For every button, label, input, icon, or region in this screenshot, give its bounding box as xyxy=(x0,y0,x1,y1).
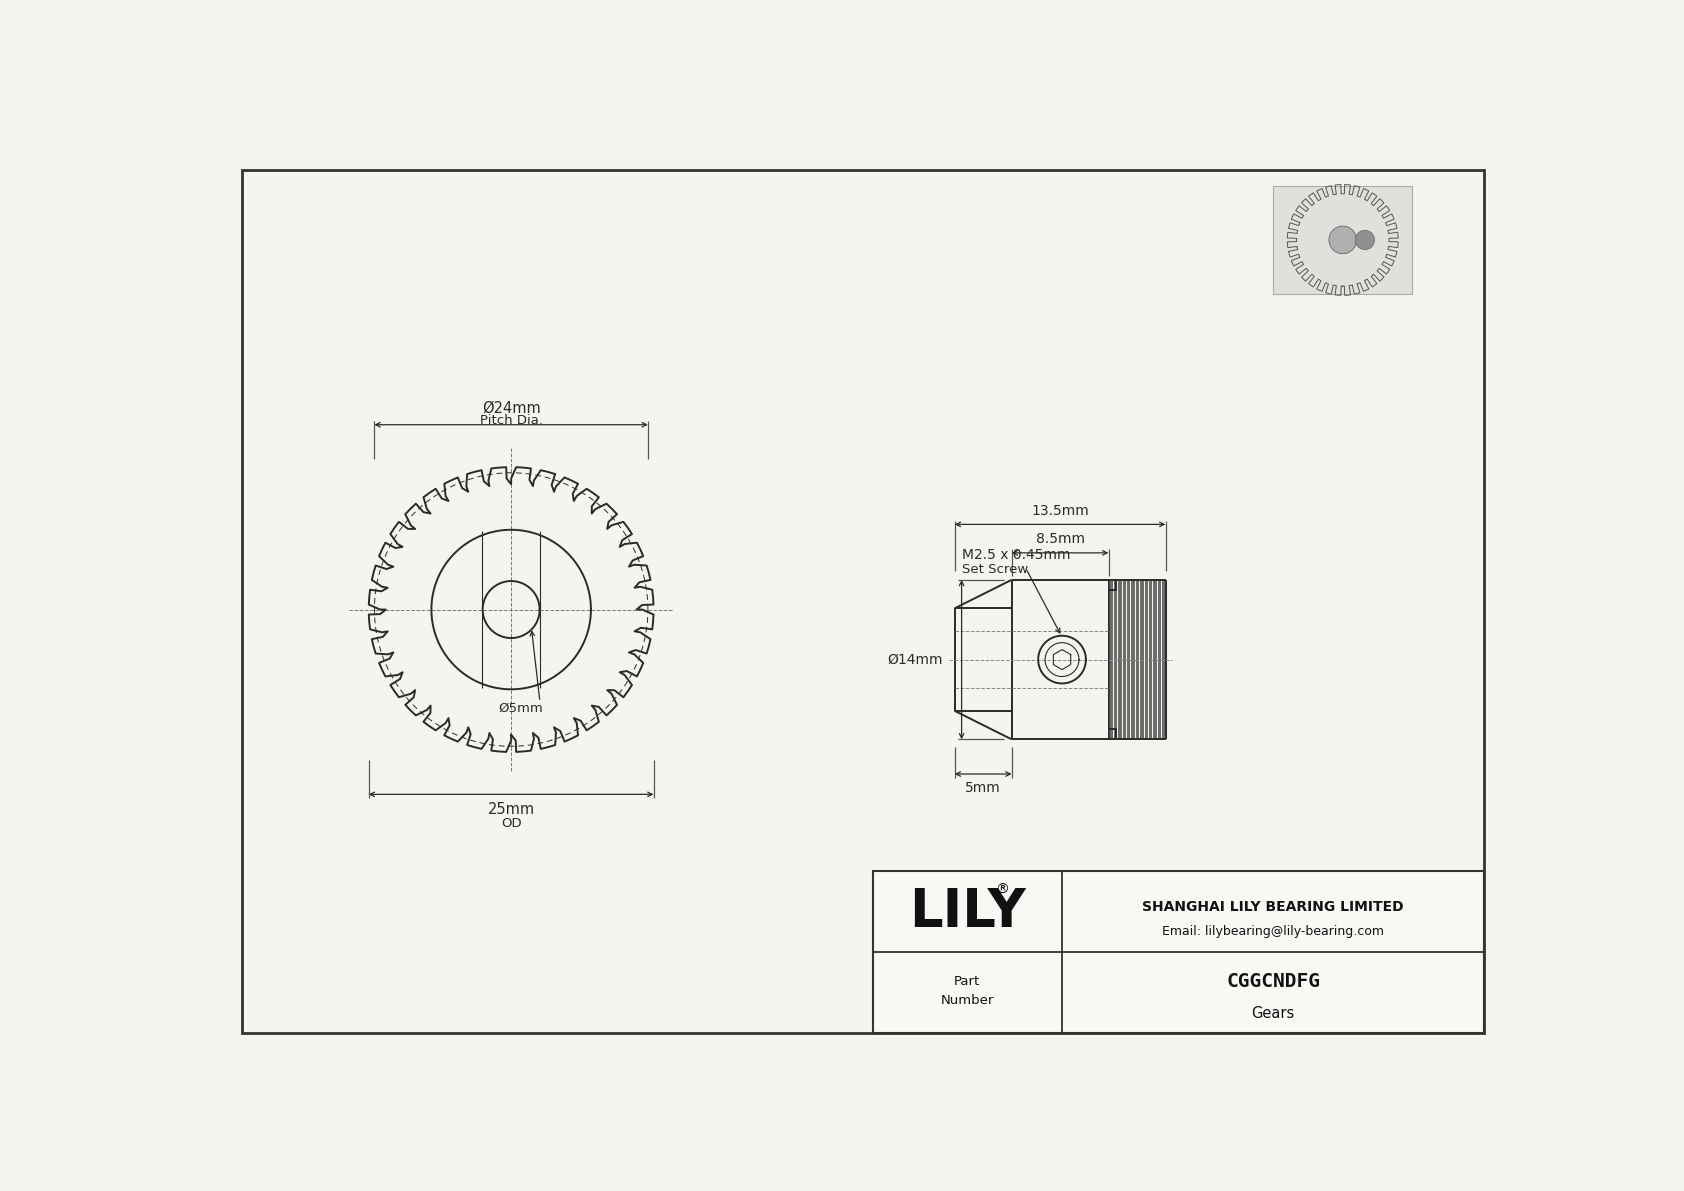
Text: Set Screw: Set Screw xyxy=(962,562,1027,575)
Text: 13.5mm: 13.5mm xyxy=(1031,504,1090,518)
Text: CGGCNDFG: CGGCNDFG xyxy=(1226,972,1320,991)
Text: Ø5mm: Ø5mm xyxy=(498,701,542,715)
Text: LILY: LILY xyxy=(909,886,1026,937)
Text: 25mm: 25mm xyxy=(488,803,536,817)
Text: Email: lilybearing@lily-bearing.com: Email: lilybearing@lily-bearing.com xyxy=(1162,924,1384,937)
Text: Ø14mm: Ø14mm xyxy=(887,653,943,667)
Text: Gears: Gears xyxy=(1251,1006,1295,1021)
Circle shape xyxy=(1356,230,1374,250)
Text: 5mm: 5mm xyxy=(965,781,1000,794)
Bar xyxy=(1273,186,1413,294)
Circle shape xyxy=(1329,226,1357,254)
Text: Ø24mm: Ø24mm xyxy=(482,400,541,416)
Text: Part
Number: Part Number xyxy=(940,975,994,1008)
Text: OD: OD xyxy=(500,817,522,830)
Text: ®: ® xyxy=(995,884,1009,897)
Text: SHANGHAI LILY BEARING LIMITED: SHANGHAI LILY BEARING LIMITED xyxy=(1142,900,1404,913)
Text: Pitch Dia.: Pitch Dia. xyxy=(480,414,542,428)
Text: M2.5 x 0.45mm: M2.5 x 0.45mm xyxy=(962,548,1069,562)
Bar xyxy=(872,872,1484,1033)
Text: 8.5mm: 8.5mm xyxy=(1036,532,1084,545)
